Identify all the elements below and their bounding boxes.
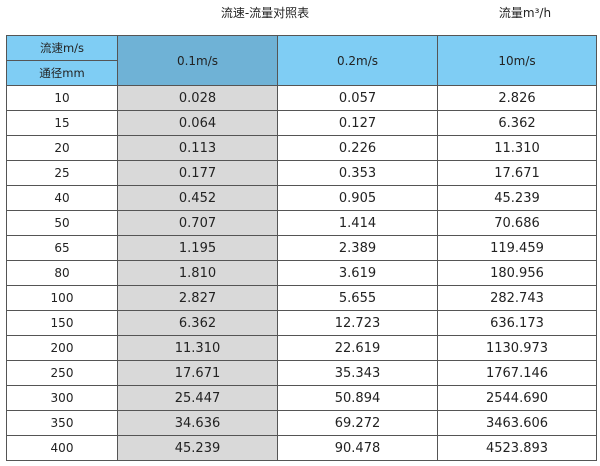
header-diameter-label: 通径mm: [6, 60, 118, 86]
flow-value-cell: 0.177: [117, 160, 278, 186]
flow-value-cell: 50.894: [277, 385, 438, 411]
table-row: 400 45.239 90.478 4523.893: [6, 435, 597, 461]
diameter-cell: 20: [6, 135, 118, 161]
flow-value-cell: 0.028: [117, 85, 278, 111]
flow-value-cell: 0.452: [117, 185, 278, 211]
flow-value-cell: 3463.606: [437, 410, 597, 436]
flow-value-cell: 1.414: [277, 210, 438, 236]
diameter-cell: 50: [6, 210, 118, 236]
column-header[interactable]: 0.2m/s: [277, 35, 438, 86]
flow-value-cell: 0.057: [277, 85, 438, 111]
table-row: 25 0.177 0.353 17.671: [6, 160, 597, 186]
flow-value-cell: 34.636: [117, 410, 278, 436]
diameter-cell: 10: [6, 85, 118, 111]
table-row: 65 1.195 2.389 119.459: [6, 235, 597, 261]
flow-value-cell: 2.827: [117, 285, 278, 311]
flow-value-cell: 22.619: [277, 335, 438, 361]
flow-value-cell: 1767.146: [437, 360, 597, 386]
flow-value-cell: 2544.690: [437, 385, 597, 411]
diameter-cell: 200: [6, 335, 118, 361]
flow-value-cell: 0.707: [117, 210, 278, 236]
flow-value-cell: 1.810: [117, 260, 278, 286]
diameter-cell: 300: [6, 385, 118, 411]
flow-value-cell: 3.619: [277, 260, 438, 286]
flow-value-cell: 35.343: [277, 360, 438, 386]
flow-value-cell: 2.826: [437, 85, 597, 111]
flow-value-cell: 45.239: [117, 435, 278, 461]
flow-value-cell: 12.723: [277, 310, 438, 336]
header-velocity-label: 流速m/s: [6, 35, 118, 61]
flow-value-cell: 5.655: [277, 285, 438, 311]
flow-value-cell: 17.671: [437, 160, 597, 186]
flow-value-cell: 0.127: [277, 110, 438, 136]
flow-value-cell: 636.173: [437, 310, 597, 336]
header-row: 流速m/s 0.1m/s 0.2m/s 10m/s: [6, 35, 597, 86]
flow-value-cell: 180.956: [437, 260, 597, 286]
table-row: 80 1.810 3.619 180.956: [6, 260, 597, 286]
flow-rate-table: 流速m/s 0.1m/s 0.2m/s 10m/s 通径mm 10 0.028 0.…: [6, 35, 597, 461]
flow-value-cell: 25.447: [117, 385, 278, 411]
diameter-cell: 350: [6, 410, 118, 436]
flow-value-cell: 0.113: [117, 135, 278, 161]
flow-value-cell: 70.686: [437, 210, 597, 236]
flow-value-cell: 282.743: [437, 285, 597, 311]
flow-value-cell: 11.310: [117, 335, 278, 361]
diameter-cell: 15: [6, 110, 118, 136]
diameter-cell: 40: [6, 185, 118, 211]
diameter-cell: 25: [6, 160, 118, 186]
table-row: 200 11.310 22.619 1130.973: [6, 335, 597, 361]
table-row: 300 25.447 50.894 2544.690: [6, 385, 597, 411]
diameter-cell: 65: [6, 235, 118, 261]
table-row: 350 34.636 69.272 3463.606: [6, 410, 597, 436]
flow-value-cell: 69.272: [277, 410, 438, 436]
flow-value-cell: 45.239: [437, 185, 597, 211]
flow-value-cell: 0.905: [277, 185, 438, 211]
diameter-cell: 150: [6, 310, 118, 336]
table-row: 100 2.827 5.655 282.743: [6, 285, 597, 311]
flow-value-cell: 4523.893: [437, 435, 597, 461]
table-title: 流速-流量对照表: [220, 6, 310, 20]
flow-value-cell: 0.064: [117, 110, 278, 136]
flow-value-cell: 0.226: [277, 135, 438, 161]
table-row: 15 0.064 0.127 6.362: [6, 110, 597, 136]
table-row: 20 0.113 0.226 11.310: [6, 135, 597, 161]
table-row: 250 17.671 35.343 1767.146: [6, 360, 597, 386]
flow-value-cell: 17.671: [117, 360, 278, 386]
table-row: 10 0.028 0.057 2.826: [6, 85, 597, 111]
diameter-cell: 400: [6, 435, 118, 461]
diameter-cell: 100: [6, 285, 118, 311]
flow-value-cell: 6.362: [437, 110, 597, 136]
header-row: 通径mm: [6, 60, 597, 86]
flow-value-cell: 1.195: [117, 235, 278, 261]
column-header[interactable]: 0.1m/s: [117, 35, 278, 86]
flow-value-cell: 119.459: [437, 235, 597, 261]
column-header[interactable]: 10m/s: [437, 35, 597, 86]
flow-value-cell: 90.478: [277, 435, 438, 461]
table-row: 150 6.362 12.723 636.173: [6, 310, 597, 336]
diameter-cell: 80: [6, 260, 118, 286]
flow-value-cell: 0.353: [277, 160, 438, 186]
flow-value-cell: 6.362: [117, 310, 278, 336]
flow-value-cell: 1130.973: [437, 335, 597, 361]
diameter-cell: 250: [6, 360, 118, 386]
flow-value-cell: 2.389: [277, 235, 438, 261]
unit-label: 流量m³/h: [498, 6, 552, 20]
flow-value-cell: 11.310: [437, 135, 597, 161]
table-row: 40 0.452 0.905 45.239: [6, 185, 597, 211]
table-row: 50 0.707 1.414 70.686: [6, 210, 597, 236]
